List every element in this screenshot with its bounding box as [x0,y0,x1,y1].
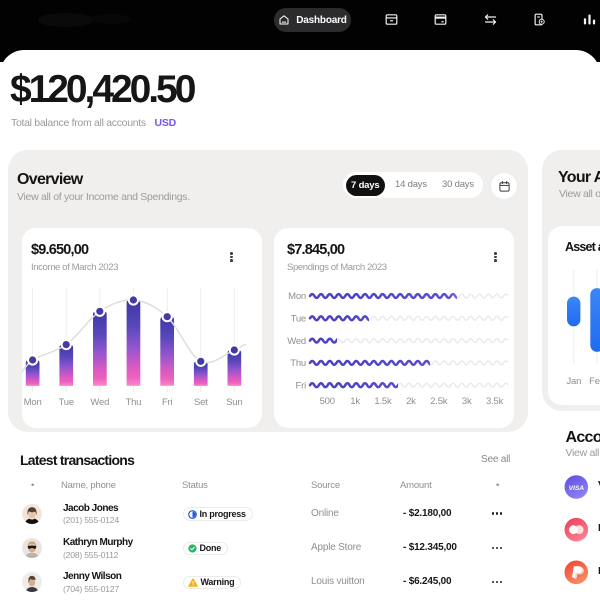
svg-text:Thu: Thu [290,358,306,369]
svg-text:Fri: Fri [296,380,307,391]
svg-text:Set: Set [194,397,208,408]
svg-text:1k: 1k [350,396,360,407]
svg-text:3k: 3k [462,396,472,407]
svg-text:500: 500 [320,396,335,407]
svg-text:Sun: Sun [226,397,242,408]
svg-text:3.5k: 3.5k [486,396,504,407]
svg-text:Tue: Tue [291,314,306,325]
svg-text:Mon: Mon [288,291,306,302]
svg-text:Feb: Feb [589,376,600,387]
svg-text:Fri: Fri [162,397,173,408]
svg-text:Tue: Tue [58,397,73,408]
svg-text:2k: 2k [406,396,416,407]
svg-text:Thu: Thu [126,397,142,408]
svg-text:2.5k: 2.5k [430,396,448,407]
svg-text:Jan: Jan [566,376,581,387]
svg-text:VISA: VISA [569,485,585,492]
svg-text:1.5k: 1.5k [374,396,392,407]
svg-text:Mon: Mon [24,397,42,408]
svg-text:Wed: Wed [287,336,306,347]
svg-text:Wed: Wed [90,397,109,408]
